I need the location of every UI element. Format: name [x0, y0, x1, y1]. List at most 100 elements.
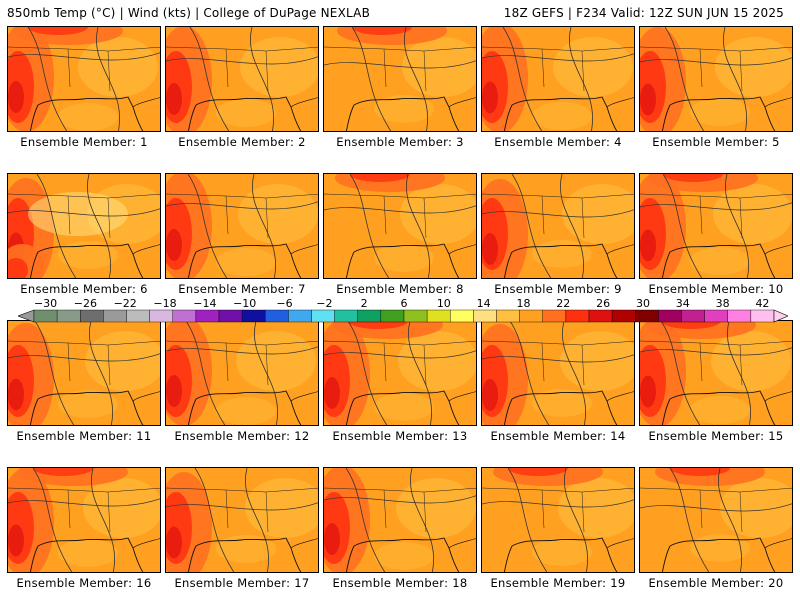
temperature-field: [640, 27, 792, 131]
ensemble-member-map: [7, 173, 161, 279]
ensemble-member-label: Ensemble Member: 9: [494, 282, 622, 296]
colorbar-tick-label: 6: [400, 297, 408, 310]
temperature-field: [8, 468, 160, 572]
colorbar-tick-label: 22: [556, 297, 571, 310]
ensemble-member-label: Ensemble Member: 7: [178, 282, 306, 296]
ensemble-member-label: Ensemble Member: 14: [490, 429, 626, 443]
colorbar-segment: [357, 309, 382, 323]
temperature-colorbar: [18, 309, 788, 323]
ensemble-member-map: [639, 173, 793, 279]
ensemble-member-label: Ensemble Member: 12: [174, 429, 310, 443]
colorbar-right-arrow: [773, 309, 788, 323]
ensemble-member-label: Ensemble Member: 11: [16, 429, 152, 443]
colorbar-segment: [33, 309, 58, 323]
ensemble-member-map: [165, 173, 319, 279]
ensemble-member-map: [639, 320, 793, 426]
colorbar-segment: [218, 309, 243, 323]
ensemble-member-label: Ensemble Member: 18: [332, 576, 468, 590]
colorbar-segment: [704, 309, 728, 323]
model-valid-time: 18Z GEFS | F234 Valid: 12Z SUN JUN 15 20…: [503, 6, 784, 20]
colorbar-tick-label: −2: [316, 297, 333, 310]
colorbar-segment: [103, 309, 127, 323]
colorbar-segment: [403, 309, 428, 323]
temperature-field: [640, 174, 792, 278]
ensemble-member-label: Ensemble Member: 17: [174, 576, 310, 590]
colorbar-tick-label: 14: [476, 297, 491, 310]
ensemble-member-map: [323, 320, 477, 426]
ensemble-member-label: Ensemble Member: 10: [648, 282, 784, 296]
ensemble-member-label: Ensemble Member: 16: [16, 576, 152, 590]
colorbar-tick-label: −26: [73, 297, 97, 310]
colorbar-tick-label: 34: [675, 297, 690, 310]
colorbar-segment: [542, 309, 567, 323]
colorbar-segment: [727, 309, 752, 323]
colorbar-tick-label: −30: [33, 297, 58, 310]
temperature-field: [640, 321, 792, 425]
colorbar-tick-label: 26: [596, 297, 611, 310]
temperature-field: [324, 174, 476, 278]
temperature-field: [8, 174, 160, 278]
temperature-field: [482, 174, 634, 278]
colorbar-segment: [241, 309, 266, 323]
colorbar-segment: [334, 309, 358, 323]
colorbar-tick-label: 30: [635, 297, 650, 310]
temperature-field: [166, 468, 318, 572]
ensemble-member-map: [323, 173, 477, 279]
temperature-field: [8, 321, 160, 425]
colorbar-segment: [426, 309, 451, 323]
colorbar-tick-label: −22: [113, 297, 137, 310]
temperature-field: [166, 27, 318, 131]
colorbar-segment: [149, 309, 173, 323]
colorbar-segment: [750, 309, 775, 323]
ensemble-member-map: [639, 467, 793, 573]
colorbar-segment: [658, 309, 682, 323]
temperature-field: [324, 468, 476, 572]
colorbar-tick-label: 2: [360, 297, 368, 310]
ensemble-member-map: [7, 467, 161, 573]
ensemble-member-label: Ensemble Member: 1: [20, 135, 148, 149]
ensemble-member-map: [165, 467, 319, 573]
colorbar-segment: [611, 309, 636, 323]
colorbar-segment: [519, 309, 543, 323]
colorbar-segment: [288, 309, 312, 323]
colorbar-tick-label: 18: [516, 297, 531, 310]
ensemble-member-map: [639, 26, 793, 132]
ensemble-member-map: [7, 26, 161, 132]
ensemble-member-map: [7, 320, 161, 426]
ensemble-member-map: [481, 320, 635, 426]
colorbar-segment: [80, 309, 104, 323]
ensemble-member-label: Ensemble Member: 13: [332, 429, 468, 443]
colorbar-tick-label: −14: [193, 297, 217, 310]
colorbar-tick-label: −10: [233, 297, 257, 310]
temperature-field: [166, 321, 318, 425]
temperature-field: [8, 27, 160, 131]
colorbar-segment: [473, 309, 497, 323]
colorbar-tick-label: −18: [153, 297, 177, 310]
ensemble-member-label: Ensemble Member: 8: [336, 282, 464, 296]
ensemble-member-map: [481, 173, 635, 279]
temperature-field: [482, 27, 634, 131]
colorbar-tick-label: −6: [276, 297, 293, 310]
ensemble-member-map: [165, 320, 319, 426]
temperature-field: [482, 321, 634, 425]
colorbar-segment: [311, 309, 335, 323]
colorbar-segment: [56, 309, 81, 323]
colorbar-segment: [126, 309, 150, 323]
colorbar-segment: [496, 309, 520, 323]
colorbar-tick-label: 38: [715, 297, 730, 310]
ensemble-member-map: [481, 26, 635, 132]
colorbar-segment: [681, 309, 705, 323]
ensemble-member-label: Ensemble Member: 4: [494, 135, 622, 149]
ensemble-member-label: Ensemble Member: 3: [336, 135, 464, 149]
colorbar-tick-label: 42: [755, 297, 770, 310]
colorbar-segment: [450, 309, 474, 323]
ensemble-member-map: [165, 26, 319, 132]
map-title: 850mb Temp (°C) | Wind (kts) | College o…: [7, 6, 371, 20]
temperature-field: [324, 321, 476, 425]
colorbar-tick-label: 10: [436, 297, 451, 310]
ensemble-member-map: [481, 467, 635, 573]
ensemble-member-label: Ensemble Member: 20: [648, 576, 784, 590]
colorbar-segment: [380, 309, 405, 323]
ensemble-member-label: Ensemble Member: 19: [490, 576, 626, 590]
colorbar-segment: [565, 309, 590, 323]
